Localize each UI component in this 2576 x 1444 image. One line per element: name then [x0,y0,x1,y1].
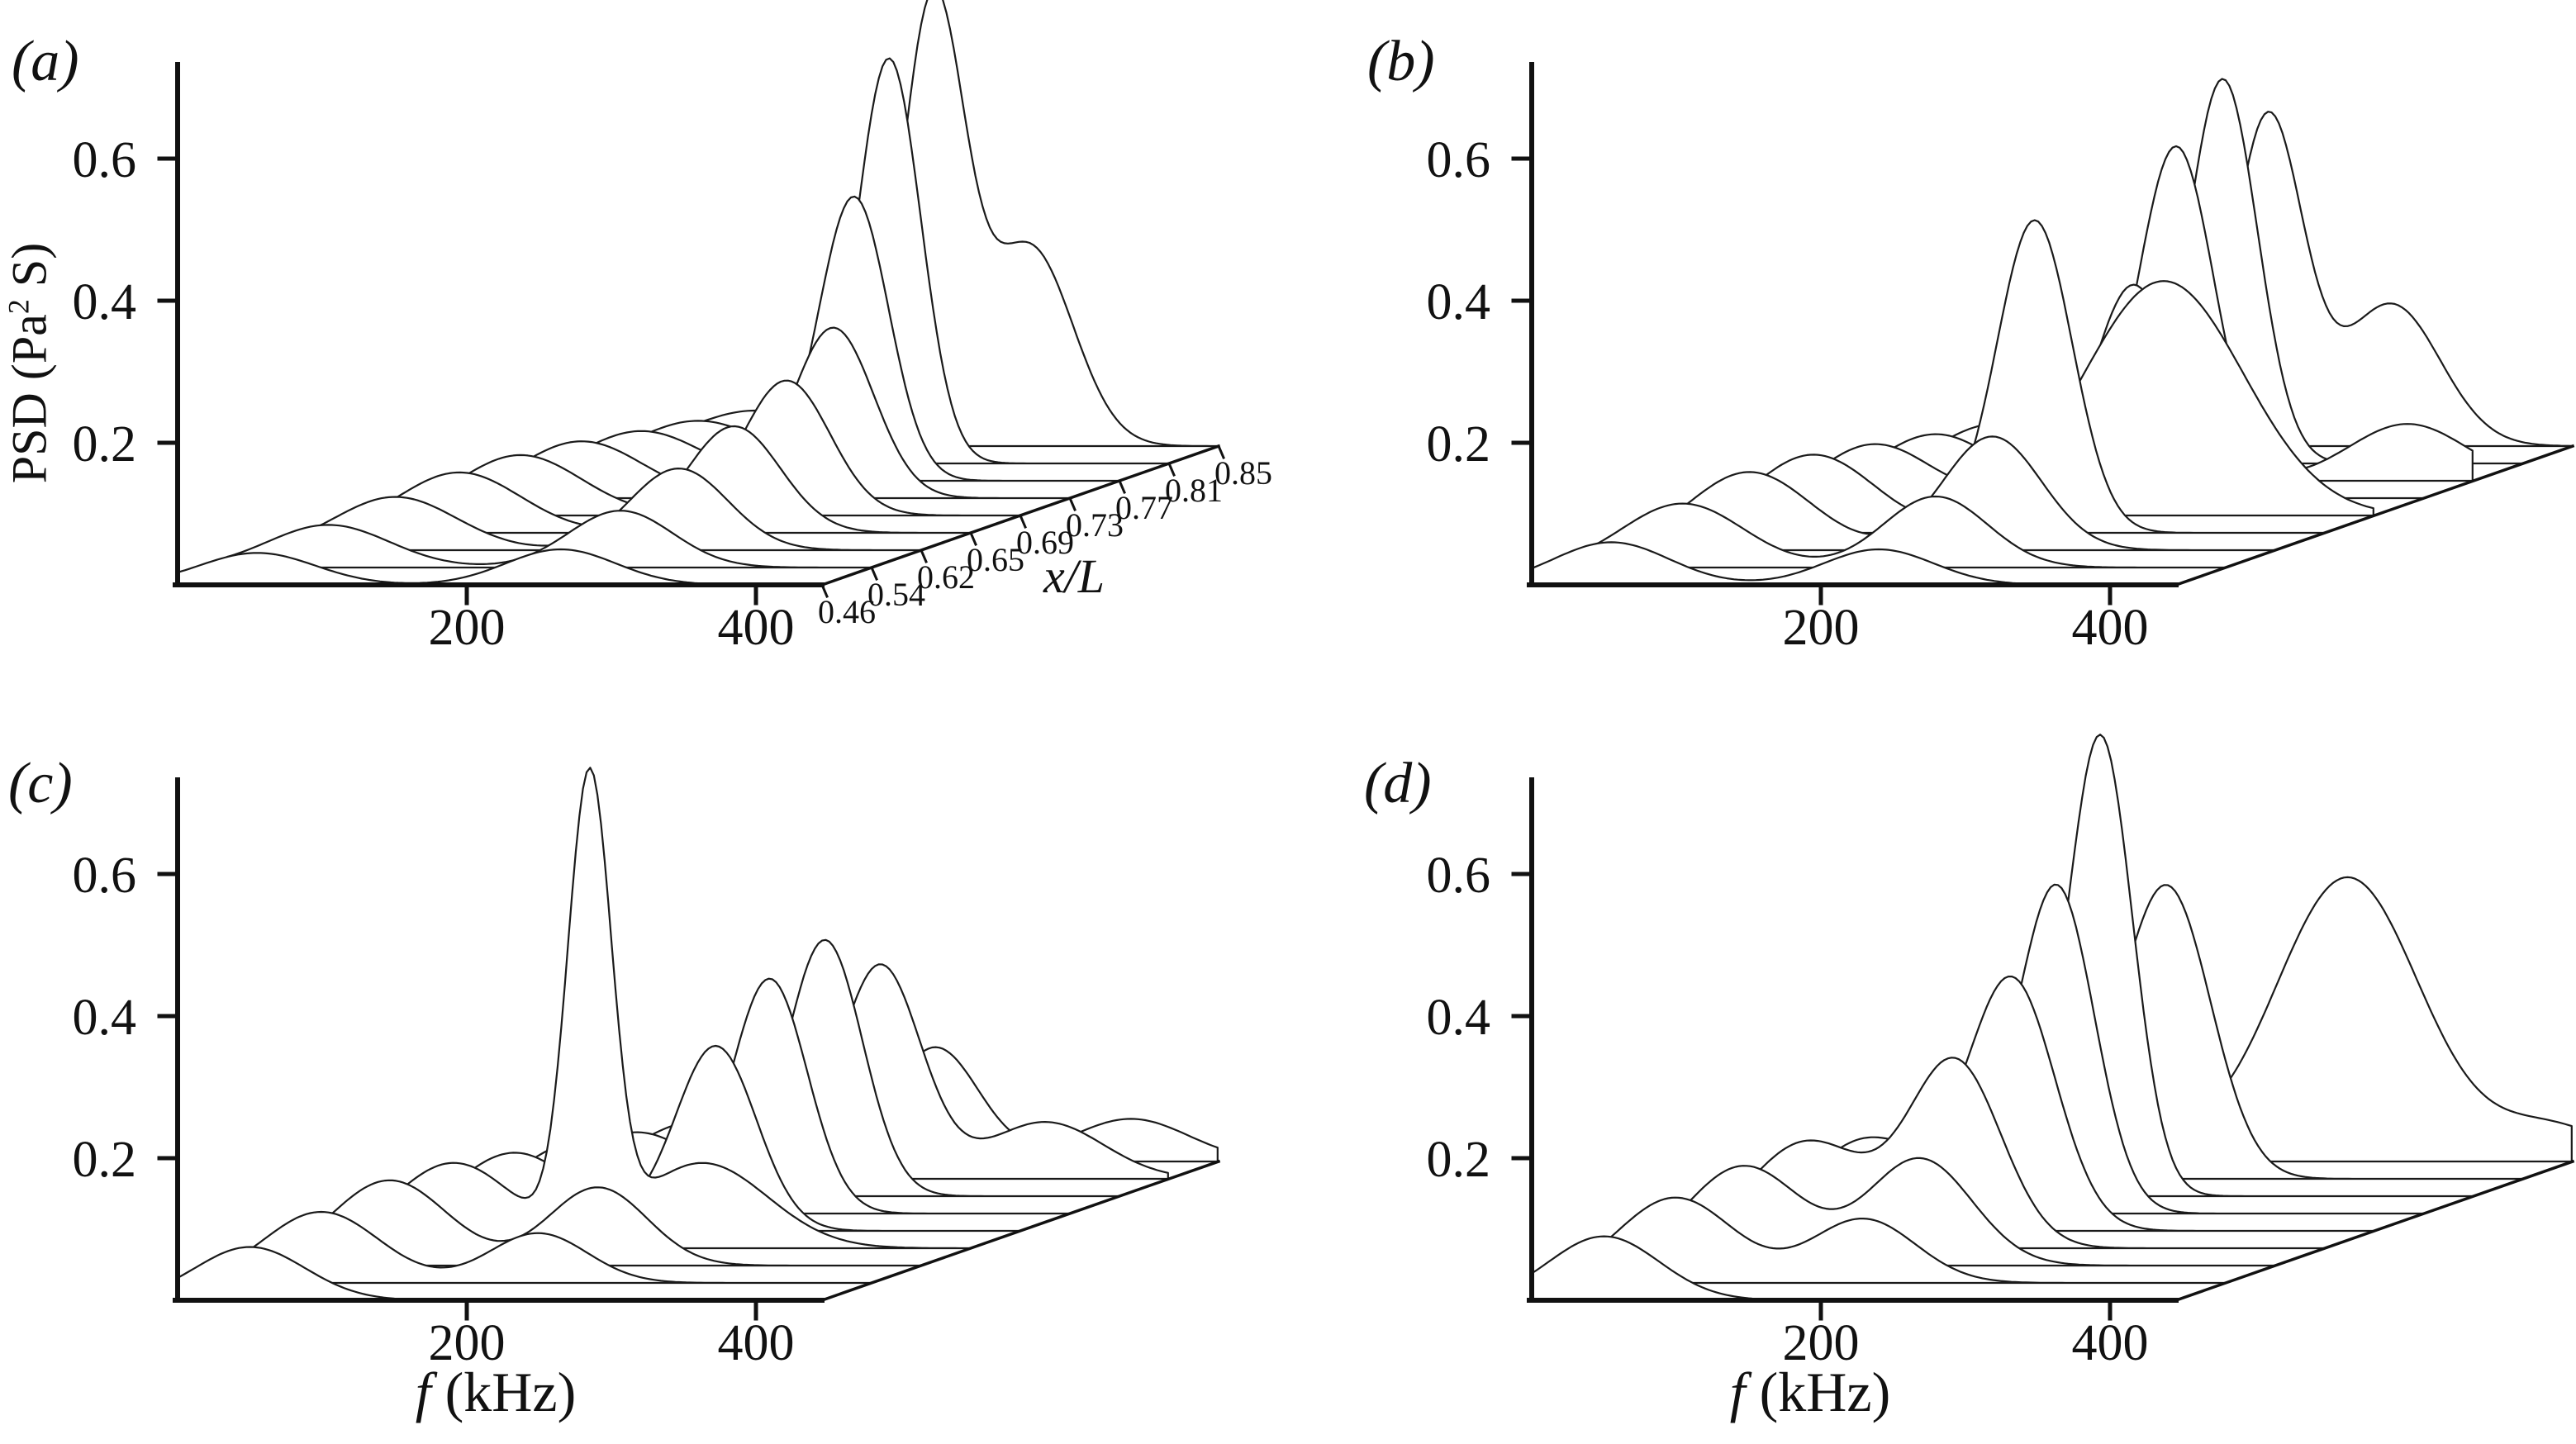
y-tick-label: 0.2 [73,1132,137,1188]
panel-d: 0.2 0.4 0.6 200 400 (d) f (kHz) [1288,722,2576,1444]
y-tick-label: 0.6 [73,132,137,188]
x-tick-label: 200 [1783,1315,1860,1371]
z-tick [1167,462,1176,477]
spectrum-curve-xL-0.62 [1629,1157,2275,1267]
y-axis-title-superscript: 2 [2,299,36,315]
panel-letter-b: (b) [1367,30,1435,93]
z-tick-label: 0.81 [1165,472,1223,509]
z-tick-label: 0.62 [917,558,975,596]
z-tick-label: 0.46 [818,593,876,630]
z-axis-line [2174,1159,2575,1303]
z-tick [1068,496,1077,511]
x-axis-title-c-rest: (kHz) [430,1361,577,1423]
z-tick-label: 0.65 [967,541,1024,578]
y-axis-title: PSD (Pa2 S) [2,116,59,611]
x-tick-label: 200 [429,600,506,656]
waterfall-plot-b: 0.2 0.4 0.6 200 400 [1427,62,2575,656]
y-axis-title-suffix: S) [2,242,57,300]
spectrum-curve-xL-0.65 [1679,1057,2325,1250]
spectrum-curve-xL-0.54 [226,1210,872,1285]
x-axis-title-d-italic: f [1729,1361,1746,1423]
z-tick-label: 0.54 [867,576,925,613]
panel-a: 0.2 0.4 0.6 200 400 0.46 0.54 0.62 0.65 0.69 0.73 0… [0,0,1288,722]
z-tick-label: 0.69 [1016,524,1074,561]
z-axis-title-text: x/L [1043,549,1105,603]
y-tick-label: 0.4 [1427,274,1491,330]
panel-b: 0.2 0.4 0.6 200 400 (b) [1288,0,2576,722]
x-tick-label: 400 [2072,600,2149,656]
y-tick-label: 0.4 [73,274,137,330]
y-tick-label: 0.6 [1427,132,1491,188]
z-tick-label: 0.77 [1115,489,1173,526]
y-tick-label: 0.4 [73,990,137,1046]
z-tick-label: 0.73 [1066,506,1124,544]
x-tick-label: 200 [429,1315,506,1371]
y-tick-label: 0.2 [73,416,137,473]
spectrum-curve-xL-0.65 [1679,219,2325,534]
z-tick-label: 0.85 [1214,454,1272,492]
waterfall-plot-c: 0.2 0.4 0.6 200 400 [73,767,1221,1371]
x-tick-label: 400 [718,600,795,656]
z-tick [1217,444,1225,459]
spectrum-curve-xL-0.62 [1629,435,2275,552]
z-tick [920,549,928,563]
x-axis-title-d-rest: (kHz) [1745,1361,1891,1423]
spectrum-curve-xL-0.62 [275,1179,921,1267]
x-axis-title-c: f (kHz) [289,1360,702,1425]
x-tick-label: 400 [2072,1315,2149,1371]
z-axis-line [820,1159,1221,1303]
spectrum-curve-xL-0.54 [1580,1196,2226,1285]
panel-letter-c: (c) [8,752,73,815]
panel-c: 0.2 0.4 0.6 200 400 (c) f (kHz) [0,722,1288,1444]
y-tick-label: 0.6 [73,848,137,904]
waterfall-plot-d: 0.2 0.4 0.6 200 400 [1427,734,2575,1371]
x-tick-label: 200 [1783,600,1860,656]
x-tick-label: 400 [718,1315,795,1371]
z-tick [1118,479,1126,494]
y-tick-label: 0.2 [1427,1132,1491,1188]
x-axis-title-d: f (kHz) [1604,1360,2017,1425]
z-tick [1019,514,1027,529]
y-tick-label: 0.2 [1427,416,1491,473]
z-tick [870,566,878,581]
z-tick [969,531,977,546]
spectrum-curve-xL-0.54 [226,510,872,569]
spectrum-curve-xL-0.54 [1580,495,2226,569]
y-tick-label: 0.4 [1427,990,1491,1046]
z-axis-line [2174,444,2575,587]
z-tick [820,583,829,598]
spectrum-curve-xL-0.69 [374,1044,1020,1233]
z-axis-title: x/L [983,549,1165,604]
panel-letter-a: (a) [12,30,79,93]
panel-letter-d: (d) [1364,752,1432,815]
x-axis-title-c-italic: f [415,1361,431,1423]
y-axis-title-prefix: PSD (Pa [2,314,57,484]
y-tick-label: 0.6 [1427,848,1491,904]
